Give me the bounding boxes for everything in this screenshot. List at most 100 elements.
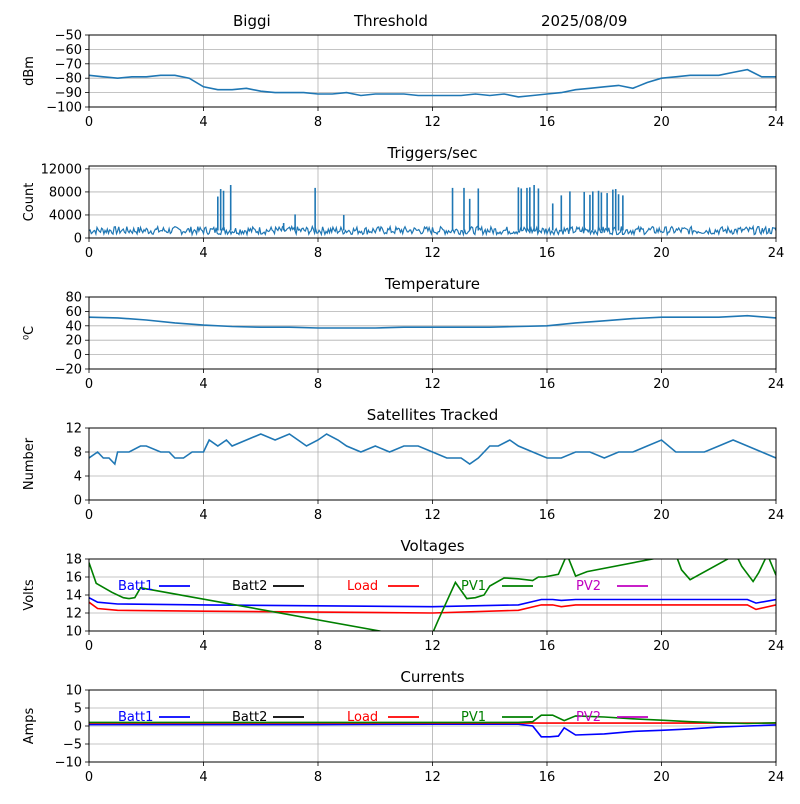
y-tick-label: 10: [65, 684, 82, 699]
x-tick-label: 20: [653, 770, 670, 785]
panel-title: Voltages: [400, 537, 464, 555]
plot-area: [89, 433, 776, 466]
series-line-batt1: [89, 596, 776, 608]
y-tick-label: −20: [55, 363, 82, 378]
x-tick-label: 0: [85, 508, 93, 523]
x-tick-label: 12: [424, 246, 441, 261]
x-tick-label: 4: [199, 246, 207, 261]
x-tick-label: 4: [199, 639, 207, 654]
y-tick-label: 12000: [41, 162, 82, 177]
y-tick-label: 40: [65, 319, 82, 334]
x-tick-label: 24: [768, 115, 785, 130]
legend-label-batt1: Batt1: [118, 579, 153, 594]
x-tick-label: 24: [768, 639, 785, 654]
plot-area: [89, 185, 776, 237]
x-tick-label: 16: [539, 770, 556, 785]
series-line: [89, 68, 776, 98]
y-tick-label: 12: [65, 607, 82, 622]
y-tick-label: 16: [65, 571, 82, 586]
x-tick-label: 12: [424, 508, 441, 523]
y-tick-label: 20: [65, 334, 82, 349]
y-tick-label: −90: [55, 86, 82, 101]
series-line: [89, 433, 776, 466]
legend-label-pv2: PV2: [576, 710, 601, 725]
x-tick-label: 20: [653, 246, 670, 261]
y-tick-label: 0: [74, 232, 82, 247]
x-tick-label: 16: [539, 377, 556, 392]
y-tick-label: 5: [74, 702, 82, 717]
x-tick-label: 20: [653, 377, 670, 392]
panel-title: Triggers/sec: [387, 144, 478, 162]
legend-label-load: Load: [347, 579, 378, 594]
legend-label-batt1: Batt1: [118, 710, 153, 725]
y-axis-label: Amps: [22, 707, 37, 744]
x-tick-label: 12: [424, 115, 441, 130]
panel-2: 0 4 8 12 16 20 24 0 4000 8000 12000 Triggers/sec Cou…: [22, 144, 784, 261]
legend-label-batt2: Batt2: [232, 579, 267, 594]
x-tick-label: 0: [85, 639, 93, 654]
header-date: 2025/08/09: [541, 12, 628, 30]
panel-title: Currents: [400, 668, 464, 686]
series-line-load: [89, 601, 776, 614]
x-tick-label: 8: [314, 508, 322, 523]
y-axis-label: ⁰C: [22, 326, 37, 340]
x-tick-label: 8: [314, 115, 322, 130]
y-tick-label: 8000: [49, 185, 82, 200]
plot-area: [89, 714, 776, 738]
y-tick-label: 8: [74, 446, 82, 461]
x-tick-label: 8: [314, 377, 322, 392]
x-tick-label: 24: [768, 246, 785, 261]
series-line: [89, 314, 776, 329]
legend-label-batt2: Batt2: [232, 710, 267, 725]
x-tick-label: 0: [85, 115, 93, 130]
x-tick-label: 16: [539, 639, 556, 654]
y-tick-label: 18: [65, 553, 82, 568]
x-tick-label: 16: [539, 508, 556, 523]
y-tick-label: 0: [74, 720, 82, 735]
x-tick-label: 20: [653, 508, 670, 523]
x-tick-label: 8: [314, 639, 322, 654]
y-tick-label: 10: [65, 625, 82, 640]
legend-label-pv1: PV1: [461, 579, 486, 594]
panel-1: 0 4 8 12 16 20 24 −100−90−80−70−60−50 dBm: [22, 29, 784, 131]
x-tick-label: 16: [539, 246, 556, 261]
y-tick-label: −10: [55, 756, 82, 771]
y-tick-label: −100: [46, 101, 82, 116]
y-tick-label: −80: [55, 72, 82, 87]
trigger-baseline-line: [89, 224, 776, 237]
y-axis-label: Number: [22, 437, 37, 490]
x-tick-label: 20: [653, 115, 670, 130]
series-line-pv1: [89, 559, 776, 631]
panel-title: Satellites Tracked: [367, 406, 498, 424]
series-line-pv1: [89, 714, 776, 725]
legend-label-pv2: PV2: [576, 579, 601, 594]
x-tick-label: 12: [424, 639, 441, 654]
x-tick-label: 4: [199, 115, 207, 130]
panel-6: 0 4 8 12 16 20 24 −10 −5 0 5 10 Currents Amps Batt1 Bat…: [22, 668, 784, 785]
y-tick-label: 0: [74, 494, 82, 509]
y-axis-label: Volts: [22, 579, 37, 611]
y-tick-label: −60: [55, 43, 82, 58]
x-tick-label: 12: [424, 770, 441, 785]
legend-label-load: Load: [347, 710, 378, 725]
y-tick-label: 4000: [49, 208, 82, 223]
y-axis-label: dBm: [22, 56, 37, 86]
x-tick-label: 16: [539, 115, 556, 130]
y-tick-label: 4: [74, 470, 82, 485]
y-tick-label: 12: [65, 422, 82, 437]
x-tick-label: 20: [653, 639, 670, 654]
y-tick-label: −50: [55, 29, 82, 44]
plot-area: [89, 68, 776, 98]
x-tick-label: 4: [199, 770, 207, 785]
x-tick-label: 0: [85, 246, 93, 261]
legend-label-pv1: PV1: [461, 710, 486, 725]
x-tick-label: 0: [85, 377, 93, 392]
y-tick-label: 0: [74, 348, 82, 363]
y-tick-label: 60: [65, 305, 82, 320]
x-tick-label: 0: [85, 770, 93, 785]
y-tick-label: −70: [55, 57, 82, 72]
x-tick-label: 24: [768, 508, 785, 523]
header-station: Biggi: [233, 12, 271, 30]
